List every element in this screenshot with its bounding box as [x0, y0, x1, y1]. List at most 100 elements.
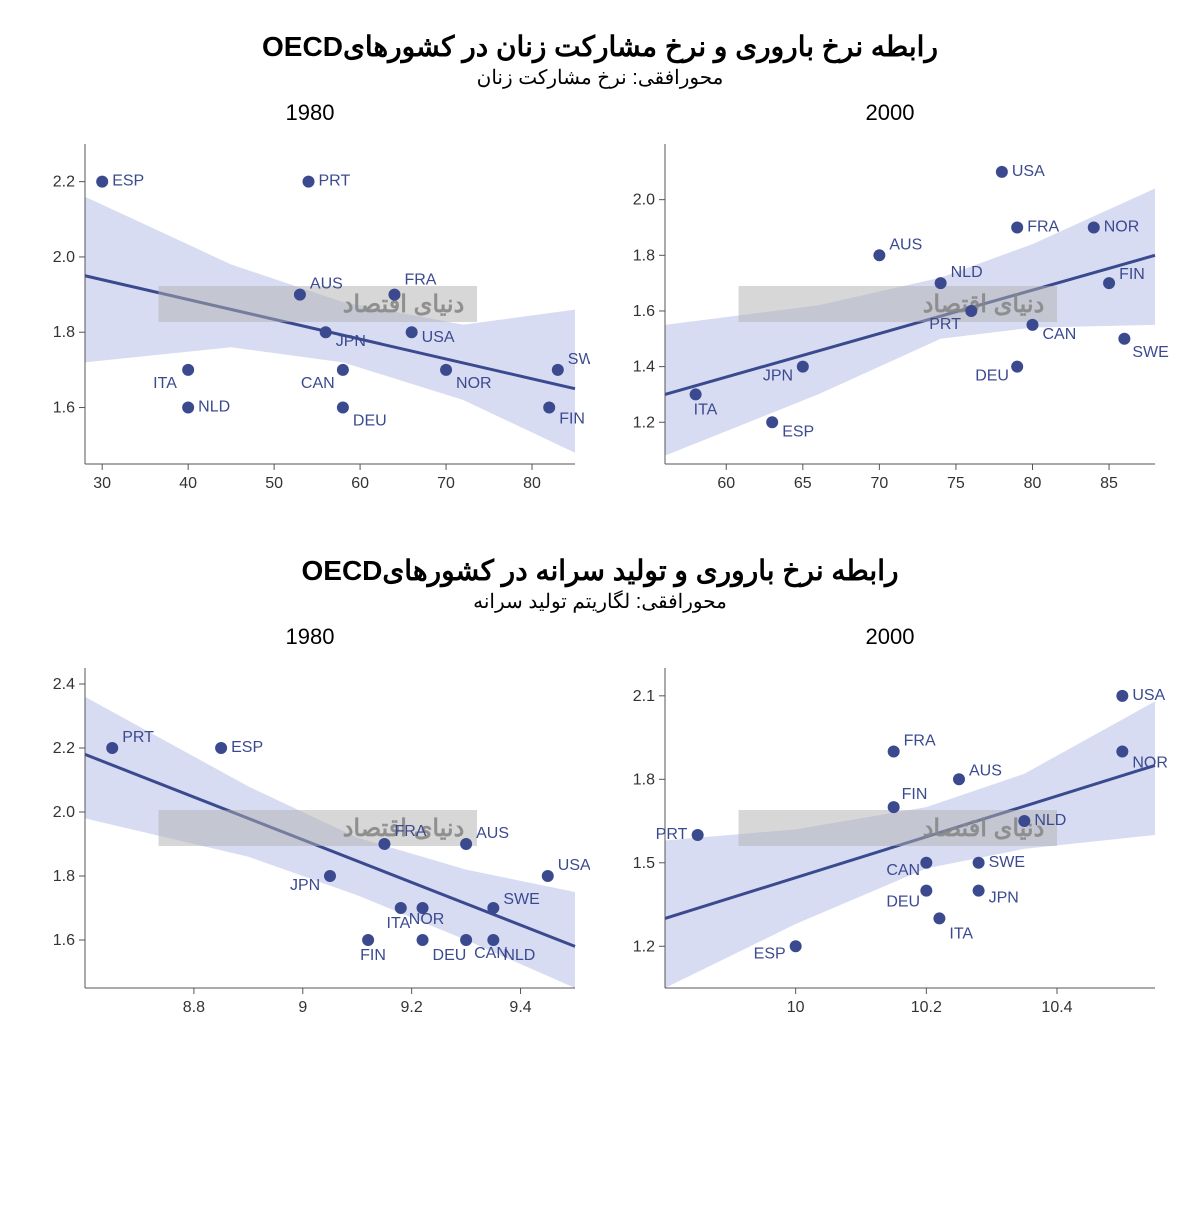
- point-label: NOR: [1104, 218, 1140, 235]
- watermark-text: دنیای اقتصاد: [343, 291, 465, 318]
- data-point: [440, 364, 452, 376]
- point-label: CAN: [1043, 326, 1077, 343]
- point-label: SWE: [568, 351, 590, 368]
- panel-title: 2000: [610, 100, 1170, 126]
- data-point: [395, 902, 407, 914]
- x-tick-label: 10.4: [1041, 999, 1072, 1016]
- point-label: DEU: [433, 947, 467, 964]
- y-tick-label: 2.0: [53, 804, 75, 821]
- x-tick-label: 70: [437, 475, 455, 492]
- data-point: [790, 940, 802, 952]
- y-tick-label: 2.1: [633, 688, 655, 705]
- x-tick-label: 10: [787, 999, 805, 1016]
- panel-row: 1980 دنیای اقتصاد8.899.29.41.61.82.02.22…: [20, 624, 1180, 1038]
- point-label: ITA: [387, 915, 411, 932]
- data-point: [1118, 333, 1130, 345]
- data-point: [324, 870, 336, 882]
- point-label: USA: [1132, 687, 1165, 704]
- point-label: FIN: [559, 411, 585, 428]
- panel-title: 1980: [30, 100, 590, 126]
- y-tick-label: 2.0: [633, 192, 655, 209]
- point-label: JPN: [989, 890, 1019, 907]
- point-label: USA: [422, 329, 455, 346]
- x-tick-label: 65: [794, 475, 812, 492]
- point-label: FIN: [902, 786, 928, 803]
- data-point: [182, 364, 194, 376]
- chart-panel: 1980 دنیای اقتصاد8.899.29.41.61.82.02.22…: [30, 624, 590, 1038]
- y-tick-label: 2.0: [53, 249, 75, 266]
- chart-panel: 1980 دنیای اقتصاد3040506070801.61.82.02.…: [30, 100, 590, 514]
- data-point: [873, 249, 885, 261]
- x-tick-label: 30: [93, 475, 111, 492]
- y-tick-label: 1.6: [53, 932, 75, 949]
- data-point: [1018, 815, 1030, 827]
- data-point: [1116, 745, 1128, 757]
- data-point: [1103, 277, 1115, 289]
- point-label: NLD: [198, 399, 230, 416]
- y-tick-label: 1.6: [53, 400, 75, 417]
- x-tick-label: 8.8: [183, 999, 205, 1016]
- point-label: JPN: [336, 333, 366, 350]
- data-point: [303, 176, 315, 188]
- data-point: [920, 885, 932, 897]
- section-subtitle: محورافقی: نرخ مشارکت زنان: [20, 65, 1180, 90]
- y-tick-label: 1.2: [633, 414, 655, 431]
- chart-panel: 2000 دنیای اقتصاد1010.210.41.21.51.82.1P…: [610, 624, 1170, 1038]
- chart-panel: 2000 دنیای اقتصاد6065707580851.21.41.61.…: [610, 100, 1170, 514]
- x-tick-label: 10.2: [911, 999, 942, 1016]
- point-label: AUS: [889, 236, 922, 253]
- x-tick-label: 85: [1100, 475, 1118, 492]
- point-label: USA: [1012, 163, 1045, 180]
- data-point: [933, 912, 945, 924]
- data-point: [215, 742, 227, 754]
- point-label: FIN: [360, 947, 386, 964]
- panel-title: 1980: [30, 624, 590, 650]
- data-point: [542, 870, 554, 882]
- data-point: [552, 364, 564, 376]
- data-point: [96, 176, 108, 188]
- section-subtitle: محورافقی: لگاریتم تولید سرانه: [20, 589, 1180, 614]
- data-point: [362, 934, 374, 946]
- point-label: PRT: [319, 173, 351, 190]
- point-label: NOR: [456, 375, 492, 392]
- data-point: [996, 166, 1008, 178]
- x-tick-label: 75: [947, 475, 965, 492]
- point-label: CAN: [886, 862, 920, 879]
- data-point: [406, 326, 418, 338]
- x-tick-label: 9.4: [509, 999, 531, 1016]
- x-tick-label: 60: [717, 475, 735, 492]
- confidence-band: [665, 189, 1155, 456]
- point-label: DEU: [353, 413, 387, 430]
- point-label: FIN: [1119, 266, 1145, 283]
- point-label: SWE: [503, 891, 539, 908]
- data-point: [1088, 221, 1100, 233]
- data-point: [935, 277, 947, 289]
- regression-line: [85, 754, 575, 946]
- point-label: USA: [558, 857, 590, 874]
- point-label: ITA: [949, 925, 973, 942]
- x-tick-label: 80: [1024, 475, 1042, 492]
- data-point: [888, 801, 900, 813]
- point-label: DEU: [886, 894, 920, 911]
- panel-title: 2000: [610, 624, 1170, 650]
- point-label: SWE: [1132, 344, 1168, 361]
- point-label: FRA: [904, 732, 936, 749]
- data-point: [337, 402, 349, 414]
- y-tick-label: 2.2: [53, 740, 75, 757]
- point-label: AUS: [969, 762, 1002, 779]
- x-tick-label: 60: [351, 475, 369, 492]
- y-tick-label: 1.8: [53, 868, 75, 885]
- point-label: ESP: [231, 739, 263, 756]
- point-label: FRA: [404, 272, 436, 289]
- data-point: [766, 416, 778, 428]
- point-label: NLD: [1034, 812, 1066, 829]
- data-point: [920, 857, 932, 869]
- y-tick-label: 1.6: [633, 303, 655, 320]
- data-point: [973, 885, 985, 897]
- x-tick-label: 70: [870, 475, 888, 492]
- point-label: PRT: [929, 316, 961, 333]
- point-label: JPN: [290, 877, 320, 894]
- point-label: NOR: [1132, 754, 1168, 771]
- point-label: ESP: [754, 945, 786, 962]
- section-title: رابطه نرخ باروری و نرخ مشارکت زنان در کش…: [20, 30, 1180, 63]
